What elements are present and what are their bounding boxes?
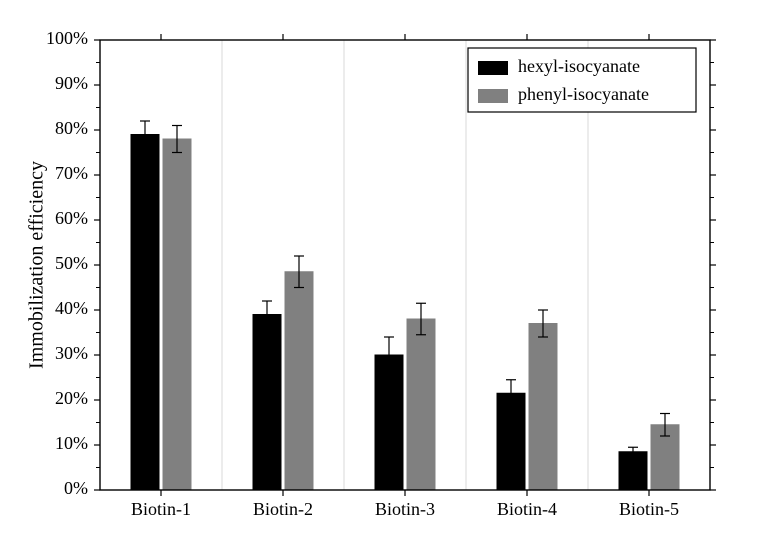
bar-chart: 0% 10% 20% 30% 40% 50% 60% 70% 80% 90% 100% Biotin-… bbox=[0, 0, 770, 559]
y-tick-label: 20% bbox=[55, 388, 88, 408]
bar bbox=[529, 324, 557, 491]
chart-container: 0% 10% 20% 30% 40% 50% 60% 70% 80% 90% 100% Biotin-… bbox=[0, 0, 770, 559]
y-axis-label: Immobilization efficiency bbox=[26, 161, 48, 369]
bar bbox=[407, 319, 435, 490]
bar bbox=[619, 452, 647, 490]
bar bbox=[497, 393, 525, 490]
x-tick-label: Biotin-2 bbox=[253, 499, 313, 519]
y-tick-label: 10% bbox=[55, 433, 88, 453]
legend-swatch bbox=[478, 61, 508, 75]
y-tick-label: 40% bbox=[55, 298, 88, 318]
legend-label: phenyl-isocyanate bbox=[518, 84, 649, 104]
bar bbox=[131, 135, 159, 491]
x-tick-label: Biotin-5 bbox=[619, 499, 679, 519]
y-tick-label: 100% bbox=[46, 28, 88, 48]
y-tick-label: 70% bbox=[55, 163, 88, 183]
bar bbox=[375, 355, 403, 490]
x-tick-label: Biotin-3 bbox=[375, 499, 435, 519]
y-tick-label: 30% bbox=[55, 343, 88, 363]
x-tick-label: Biotin-4 bbox=[497, 499, 557, 519]
bar bbox=[163, 139, 191, 490]
legend-swatch bbox=[478, 89, 508, 103]
y-tick-label: 90% bbox=[55, 73, 88, 93]
x-tick-label: Biotin-1 bbox=[131, 499, 191, 519]
y-tick-label: 60% bbox=[55, 208, 88, 228]
y-tick-label: 50% bbox=[55, 253, 88, 273]
bar bbox=[285, 272, 313, 490]
y-tick-label: 80% bbox=[55, 118, 88, 138]
legend-label: hexyl-isocyanate bbox=[518, 56, 640, 76]
bar bbox=[253, 315, 281, 491]
y-tick-label: 0% bbox=[64, 478, 88, 498]
